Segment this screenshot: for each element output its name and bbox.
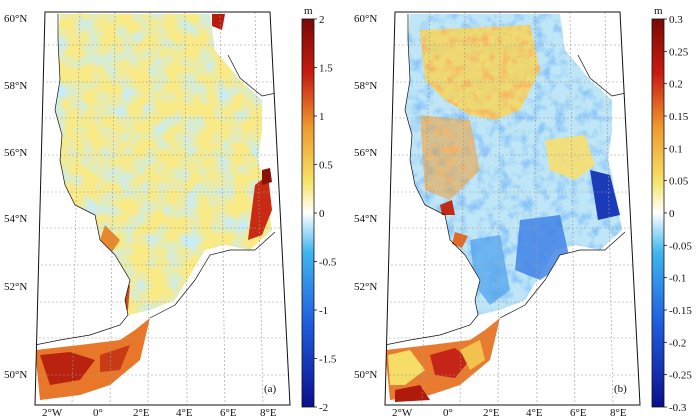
colorbar-tick-label: -0.25 <box>669 370 692 382</box>
colorbar-tick-label: 0.3 <box>669 14 683 26</box>
colorbar-tick-label: 0.15 <box>669 111 689 123</box>
lat-label: 52°N <box>354 281 377 293</box>
graticule-b <box>385 12 639 405</box>
colorbar-tick-label: -2 <box>319 402 328 414</box>
colorbar-tick-label: 0.25 <box>669 46 689 58</box>
colorbar-tick-label: -0.1 <box>669 273 686 285</box>
lat-label: 54°N <box>354 213 377 225</box>
lon-label: 0° <box>443 407 453 419</box>
colorbar-ticks-a: 2 1.5 1 0.5 0 -0.5 -1 -1.5 -2 <box>314 14 337 414</box>
lat-label: 58°N <box>4 80 27 92</box>
colorbar-tick-label: -0.5 <box>319 257 337 269</box>
colorbar-tick-label: -0.15 <box>669 305 692 317</box>
lon-label: 0° <box>93 407 103 419</box>
colorbar-tick-label: 0.1 <box>669 143 683 155</box>
lon-label: 6°E <box>220 407 237 419</box>
colorbar-tick-label: 0.05 <box>669 176 689 188</box>
colorbar-tick-label: -0.3 <box>669 402 687 414</box>
map-frame-a <box>34 11 291 406</box>
colorbar-tick-label: 0.2 <box>669 79 683 91</box>
lon-label: 4°E <box>526 407 543 419</box>
colorbar-a: m 2 1.5 1 0.5 0 -0.5 -1 -1.5 -2 <box>301 5 337 414</box>
colorbar-b: m 0.3 0.25 0.2 0.15 0.1 0.05 0 -0.05 -0.1 -0.15 -0… <box>651 5 692 414</box>
colorbar-unit: m <box>304 5 313 17</box>
lon-label: 2°E <box>483 407 500 419</box>
lon-label: 6°E <box>570 407 587 419</box>
colorbar-tick-label: -1 <box>319 305 328 317</box>
lat-label: 60°N <box>354 13 377 25</box>
lat-label: 52°N <box>4 281 27 293</box>
colorbar-tick-label: 0 <box>319 208 325 220</box>
lat-label: 50°N <box>354 369 377 381</box>
lon-label: 8°E <box>610 407 627 419</box>
panel-tag: (a) <box>264 383 277 395</box>
colorbar-tick-label: 2 <box>319 14 325 26</box>
lon-label: 8°E <box>260 407 277 419</box>
lat-label: 54°N <box>4 213 27 225</box>
colorbar-tick-label: 0.5 <box>319 160 333 172</box>
lat-label: 50°N <box>4 369 27 381</box>
lat-label: 58°N <box>354 80 377 92</box>
lat-label: 56°N <box>354 147 377 159</box>
colorbar-tick-label: 1.5 <box>319 63 333 75</box>
panel-tag: (b) <box>614 383 627 395</box>
panel-b: 60°N 58°N 56°N 54°N 52°N 50°N 2°W 0° 2°E… <box>354 5 692 419</box>
colorbar-tick-label: 0 <box>669 208 675 220</box>
colorbar-unit: m <box>654 5 663 17</box>
panel-a: 60°N 58°N 56°N 54°N 52°N 50°N 2°W 0° 2°E… <box>4 5 337 419</box>
colorbar-tick-label: -0.2 <box>669 337 686 349</box>
lon-label: 4°E <box>176 407 193 419</box>
lat-label: 60°N <box>4 13 27 25</box>
colorbar-tick-label: -0.05 <box>669 240 692 252</box>
colorbar-tick-label: 1 <box>319 111 325 123</box>
graticule-a <box>35 12 289 405</box>
map-frame-b <box>384 11 641 406</box>
lat-label: 56°N <box>4 147 27 159</box>
lon-label: 2°W <box>392 407 413 419</box>
colorbar-tick-label: -1.5 <box>319 354 337 366</box>
lon-label: 2°E <box>133 407 150 419</box>
colorbar-ticks-b: 0.3 0.25 0.2 0.15 0.1 0.05 0 -0.05 -0.1 -0.15 -0.2… <box>664 14 692 414</box>
lon-label: 2°W <box>42 407 63 419</box>
